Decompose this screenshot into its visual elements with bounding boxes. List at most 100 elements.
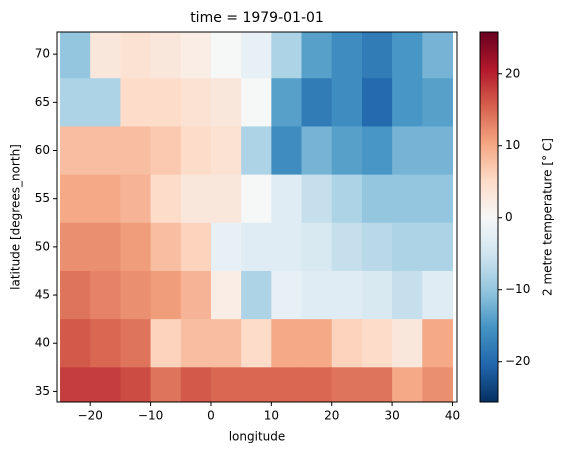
heat-cell [120, 319, 152, 368]
heat-cell [361, 78, 393, 127]
heat-cell [392, 270, 423, 320]
heat-cell [301, 78, 333, 127]
heat-cell [271, 319, 303, 368]
heat-cell [422, 367, 453, 402]
heat-cell [422, 270, 453, 320]
heat-cell [331, 174, 363, 224]
heat-cell [120, 367, 152, 402]
heat-cell [120, 174, 152, 224]
heat-cell [150, 222, 182, 272]
heat-cell [241, 319, 272, 368]
y-tick-label: 55 [35, 191, 50, 205]
heat-cell [331, 367, 363, 402]
heat-cell [331, 32, 363, 79]
heat-cell [301, 270, 333, 320]
heat-cell [210, 222, 242, 272]
heat-cell [301, 367, 333, 402]
heat-cell [60, 319, 91, 368]
heat-cell [180, 32, 212, 79]
colorbar-tick-label: −20 [505, 354, 530, 368]
heat-cell [361, 32, 393, 79]
colorbar-tick-label: −10 [505, 282, 530, 296]
heat-cell [90, 367, 121, 402]
heat-cell [90, 222, 121, 272]
heat-cell [361, 270, 393, 320]
y-tick-label: 50 [35, 239, 50, 253]
heat-cell [422, 126, 453, 176]
colorbar [479, 31, 499, 403]
heat-cell [301, 222, 333, 272]
heat-cell [392, 32, 423, 79]
heat-cell [210, 319, 242, 368]
heat-cell [422, 174, 453, 224]
heat-cell [241, 222, 272, 272]
heat-cell [241, 78, 272, 127]
heat-cell [180, 319, 212, 368]
heat-cell [90, 319, 121, 368]
heat-cell [422, 32, 453, 79]
heat-cell [392, 367, 423, 402]
heat-cell [361, 319, 393, 368]
heat-cell [361, 367, 393, 402]
x-tick-label: −10 [138, 409, 163, 423]
heat-cell [271, 367, 303, 402]
heat-cell [150, 174, 182, 224]
heat-cell [60, 174, 91, 224]
heat-cell [90, 78, 121, 127]
heat-cell [180, 367, 212, 402]
heat-cell [331, 222, 363, 272]
x-axis-label: longitude [229, 430, 286, 444]
colorbar-tick-label: 10 [505, 138, 520, 152]
heat-cell [301, 126, 333, 176]
heat-cell [392, 222, 423, 272]
heat-cell [241, 126, 272, 176]
heat-cell [60, 32, 91, 79]
heat-cell [361, 174, 393, 224]
heat-cell [60, 78, 91, 127]
heat-cell [392, 78, 423, 127]
heat-cell [150, 319, 182, 368]
heat-cell [422, 222, 453, 272]
heat-cell [90, 270, 121, 320]
heat-cell [392, 319, 423, 368]
heat-cell [422, 78, 453, 127]
heat-cell [271, 126, 303, 176]
colorbar-label: 2 metre temperature [° C] [541, 138, 555, 296]
heat-cell [150, 32, 182, 79]
x-tick-label: 40 [445, 409, 460, 423]
x-tick-label: 20 [324, 409, 339, 423]
heat-cell [241, 367, 272, 402]
heat-cell [120, 270, 152, 320]
heat-cell [180, 126, 212, 176]
y-tick-label: 40 [35, 336, 50, 350]
heat-cell [210, 126, 242, 176]
heat-cell [331, 78, 363, 127]
heat-cell [120, 126, 152, 176]
heat-cell [241, 32, 272, 79]
heat-cell [210, 174, 242, 224]
heat-cell [60, 367, 91, 402]
y-tick-label: 65 [35, 95, 50, 109]
heat-cell [241, 174, 272, 224]
heat-cell [301, 32, 333, 79]
colorbar-tick-label: 0 [505, 210, 513, 224]
heat-cell [271, 174, 303, 224]
heat-cell [150, 270, 182, 320]
heatmap [60, 32, 453, 402]
heat-cell [392, 126, 423, 176]
heat-cell [180, 174, 212, 224]
heat-cell [271, 78, 303, 127]
y-tick-label: 45 [35, 288, 50, 302]
heat-cell [331, 270, 363, 320]
heat-cell [90, 126, 121, 176]
heat-cell [331, 319, 363, 368]
heat-cell [60, 270, 91, 320]
x-tick-label: −20 [78, 409, 103, 423]
heat-cell [271, 32, 303, 79]
heat-cell [241, 270, 272, 320]
x-tick-label: 0 [207, 409, 215, 423]
heat-cell [210, 367, 242, 402]
y-tick-label: 70 [35, 47, 50, 61]
heat-cell [120, 78, 152, 127]
heat-cell [301, 319, 333, 368]
